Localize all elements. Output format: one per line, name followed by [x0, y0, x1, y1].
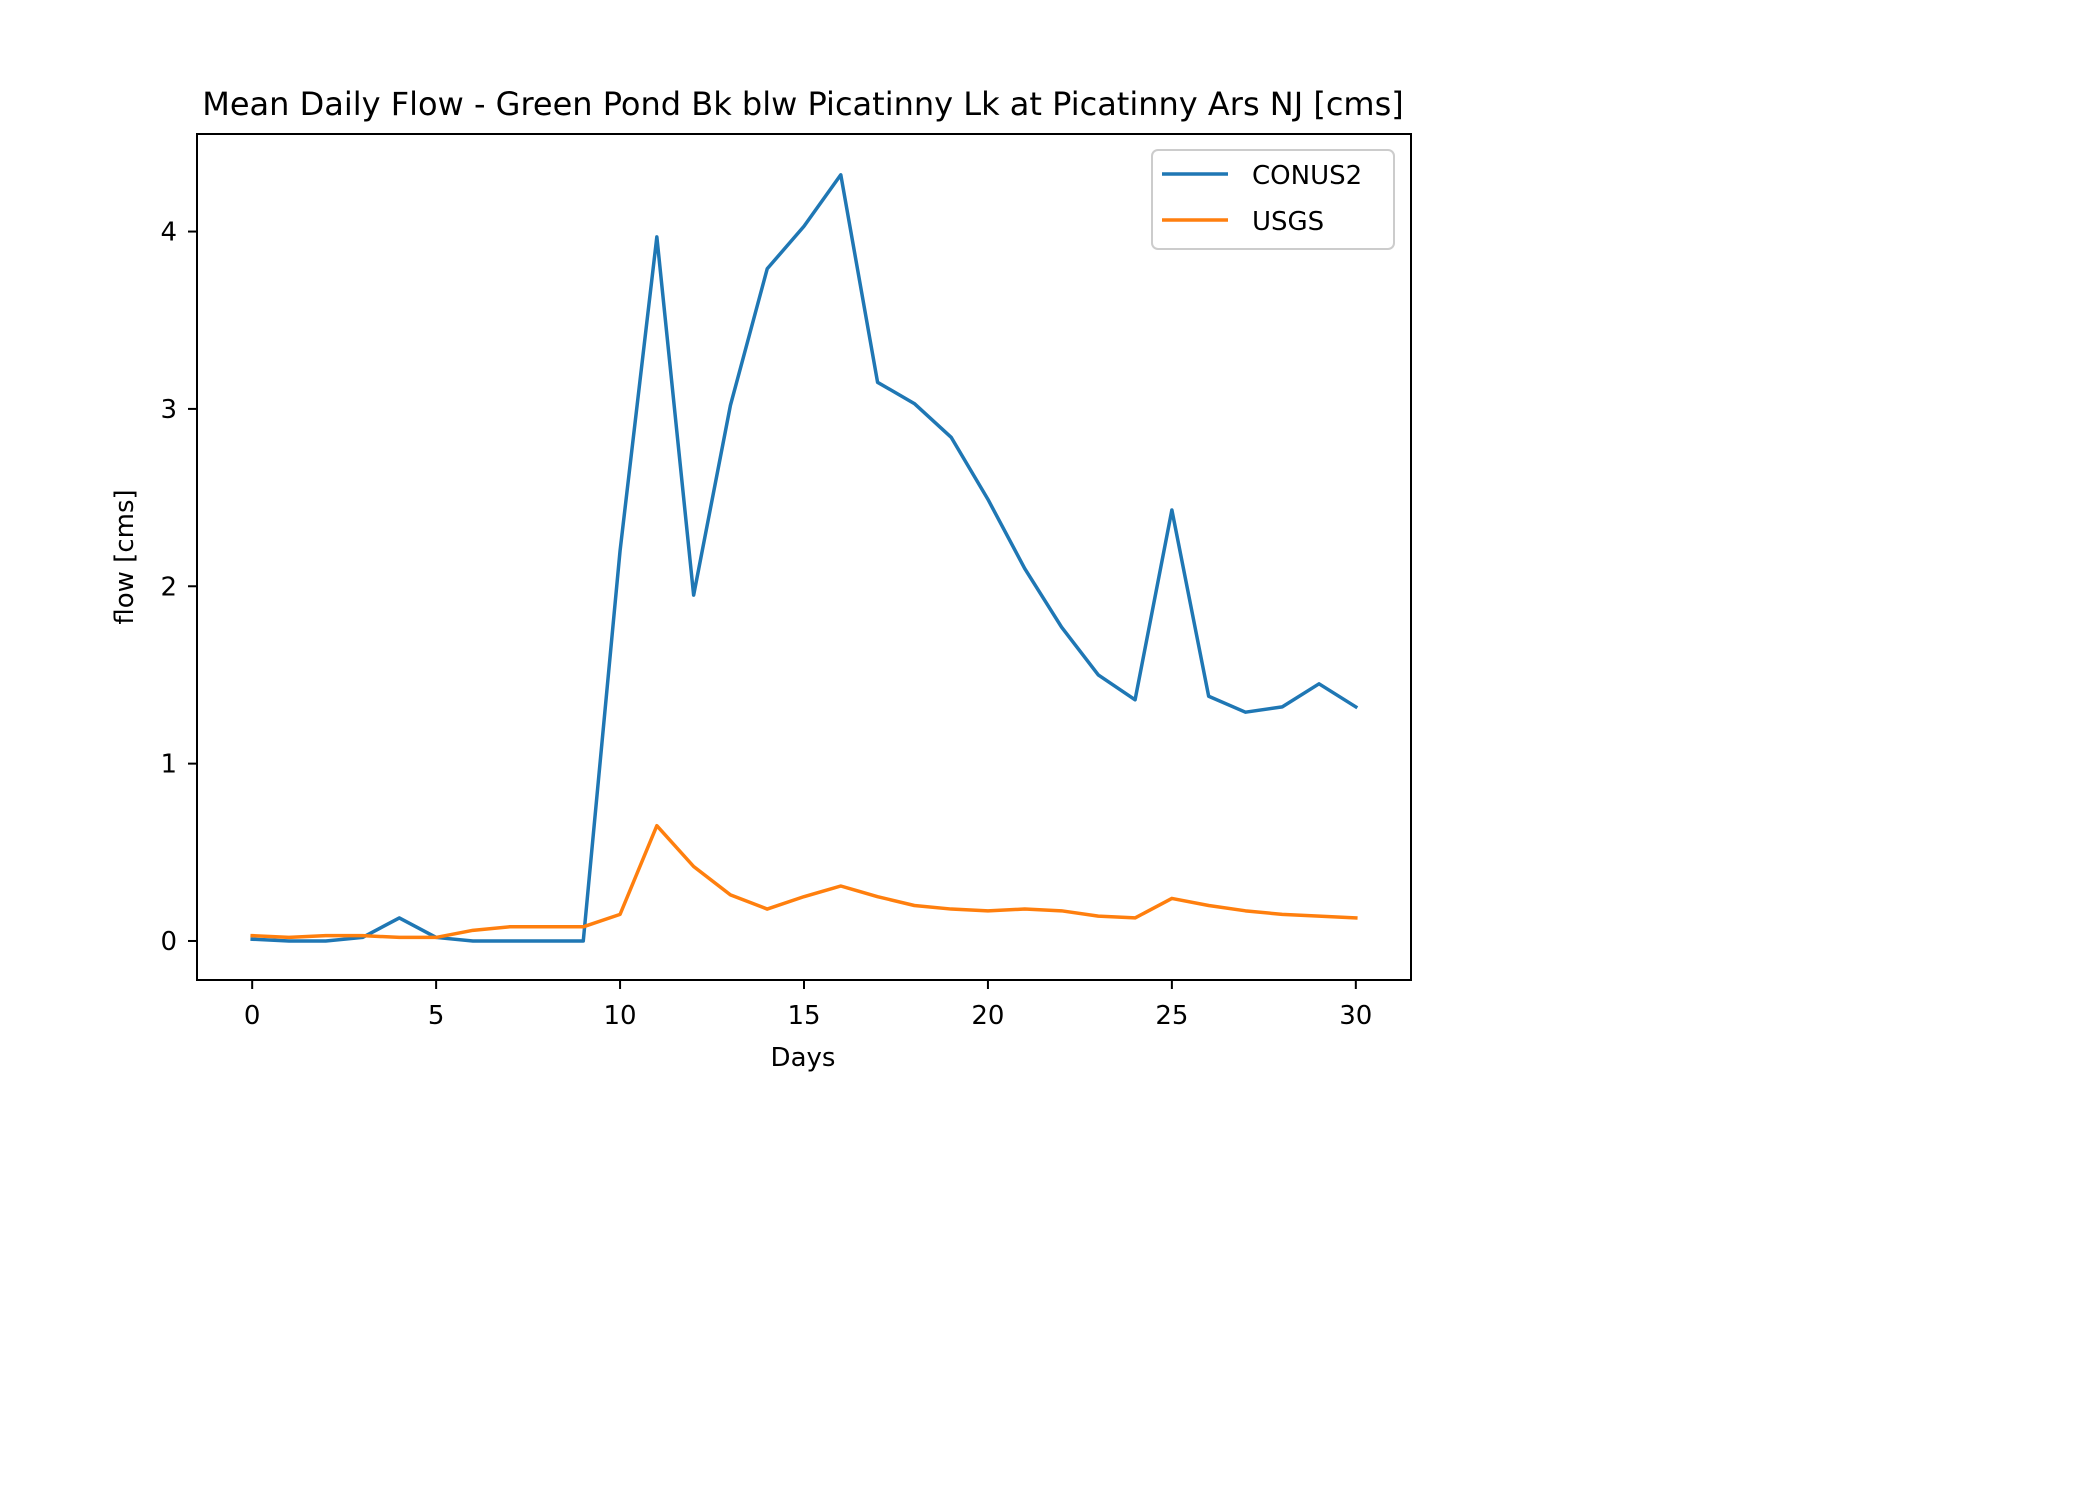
x-tick-label: 10	[604, 1001, 637, 1031]
data-point-conus2	[1244, 711, 1247, 714]
data-point-conus2	[1134, 698, 1137, 701]
x-tick-label: 30	[1339, 1001, 1372, 1031]
chart-title: Mean Daily Flow - Green Pond Bk blw Pica…	[202, 85, 1404, 123]
data-point-conus2	[986, 498, 989, 501]
data-point-usgs	[361, 934, 364, 937]
data-point-conus2	[545, 939, 548, 942]
y-tick-label: 3	[160, 395, 177, 425]
data-point-conus2	[324, 939, 327, 942]
y-axis-label: flow [cms]	[110, 489, 140, 624]
data-point-usgs	[1134, 916, 1137, 919]
x-tick-label: 0	[244, 1001, 261, 1031]
data-point-conus2	[655, 235, 658, 238]
data-point-conus2	[1170, 509, 1173, 512]
data-point-conus2	[398, 916, 401, 919]
data-point-usgs	[287, 936, 290, 939]
data-point-conus2	[251, 938, 254, 941]
data-point-usgs	[1207, 904, 1210, 907]
data-point-usgs	[1097, 915, 1100, 918]
data-point-conus2	[876, 381, 879, 384]
data-point-conus2	[1354, 705, 1357, 708]
x-axis: 0 5 10 15 20 25 30	[244, 980, 1372, 1031]
data-point-usgs	[435, 936, 438, 939]
data-point-usgs	[471, 929, 474, 932]
data-point-usgs	[251, 934, 254, 937]
data-point-usgs	[582, 925, 585, 928]
data-point-usgs	[1244, 909, 1247, 912]
data-point-conus2	[1318, 682, 1321, 685]
data-point-conus2	[508, 939, 511, 942]
data-point-conus2	[619, 549, 622, 552]
data-point-conus2	[1023, 567, 1026, 570]
x-tick-label: 15	[787, 1001, 820, 1031]
data-point-usgs	[619, 913, 622, 916]
y-tick-label: 2	[160, 572, 177, 602]
data-point-usgs	[1170, 897, 1173, 900]
data-point-usgs	[950, 908, 953, 911]
data-point-conus2	[1060, 626, 1063, 629]
data-point-conus2	[692, 594, 695, 597]
data-point-conus2	[729, 404, 732, 407]
series-line-usgs	[250, 823, 1358, 940]
data-point-usgs	[324, 934, 327, 937]
data-point-usgs	[839, 885, 842, 888]
data-point-usgs	[508, 925, 511, 928]
data-point-usgs	[986, 909, 989, 912]
data-point-usgs	[1023, 908, 1026, 911]
y-tick-label: 1	[160, 750, 177, 780]
data-point-conus2	[839, 173, 842, 176]
data-point-conus2	[582, 939, 585, 942]
legend-label-usgs: USGS	[1252, 207, 1324, 237]
y-tick-label: 0	[160, 927, 177, 957]
data-point-usgs	[803, 895, 806, 898]
data-point-conus2	[471, 939, 474, 942]
data-point-conus2	[1207, 695, 1210, 698]
data-point-usgs	[876, 895, 879, 898]
data-point-conus2	[913, 402, 916, 405]
data-point-usgs	[913, 904, 916, 907]
data-point-conus2	[1281, 705, 1284, 708]
legend-label-conus2: CONUS2	[1252, 161, 1362, 191]
data-point-usgs	[692, 865, 695, 868]
data-point-usgs	[1281, 913, 1284, 916]
x-tick-label: 5	[428, 1001, 445, 1031]
line-chart: Mean Daily Flow - Green Pond Bk blw Pica…	[110, 85, 1412, 1073]
data-point-usgs	[1354, 916, 1357, 919]
data-lines	[250, 173, 1359, 943]
data-point-conus2	[1097, 673, 1100, 676]
chart-figure: Mean Daily Flow - Green Pond Bk blw Pica…	[110, 85, 1412, 1073]
y-tick-label: 4	[160, 218, 177, 248]
data-point-usgs	[729, 893, 732, 896]
data-point-conus2	[766, 267, 769, 270]
data-point-conus2	[803, 225, 806, 228]
data-point-usgs	[1060, 909, 1063, 912]
y-axis: 0 1 2 3 4	[160, 218, 197, 957]
data-point-usgs	[398, 936, 401, 939]
data-point-usgs	[655, 824, 658, 827]
x-tick-label: 25	[1155, 1001, 1188, 1031]
legend: CONUS2 USGS	[1151, 149, 1395, 250]
x-tick-label: 20	[971, 1001, 1004, 1031]
data-point-conus2	[287, 939, 290, 942]
data-point-usgs	[545, 925, 548, 928]
data-point-usgs	[766, 908, 769, 911]
x-axis-label: Days	[771, 1043, 836, 1073]
data-point-conus2	[950, 436, 953, 439]
data-point-usgs	[1318, 915, 1321, 918]
